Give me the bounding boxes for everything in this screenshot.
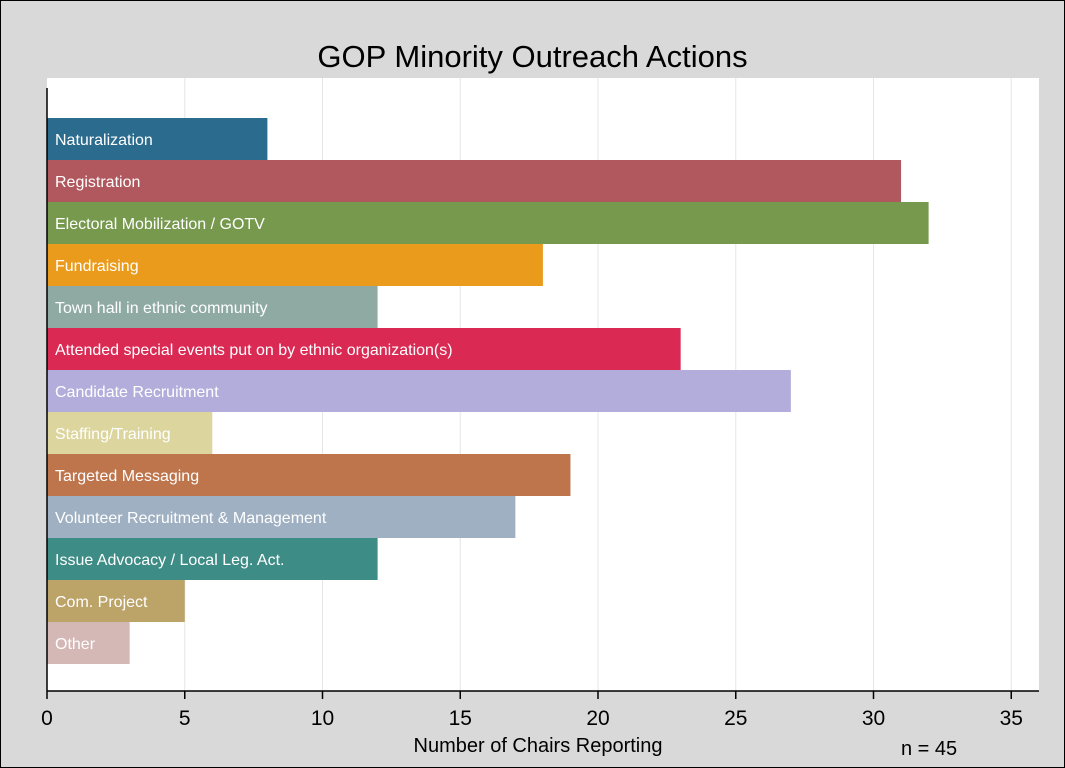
x-tick-label: 30	[862, 707, 885, 730]
x-tick-label: 0	[41, 707, 53, 730]
bar-label: Volunteer Recruitment & Management	[55, 510, 327, 527]
x-tick-label: 15	[449, 707, 472, 730]
bar	[47, 118, 268, 160]
bar	[47, 244, 543, 286]
bar	[47, 328, 681, 370]
bar	[47, 370, 791, 412]
x-tick-label: 10	[311, 707, 334, 730]
bar-label: Fundraising	[55, 258, 139, 275]
bar	[47, 622, 130, 664]
bar-label: Town hall in ethnic community	[55, 300, 268, 317]
bar-label: Electoral Mobilization / GOTV	[55, 216, 265, 233]
bar-label: Com. Project	[55, 594, 148, 611]
sample-size-note: n = 45	[901, 738, 958, 760]
bar-label: Staffing/Training	[55, 426, 171, 443]
bar-label: Naturalization	[55, 132, 153, 149]
bar-label: Registration	[55, 174, 140, 191]
bar-label: Targeted Messaging	[55, 468, 199, 485]
x-tick-label: 5	[179, 707, 191, 730]
bar-label: Candidate Recruitment	[55, 384, 219, 401]
bar-label: Attended special events put on by ethnic…	[55, 342, 453, 359]
bar	[47, 580, 185, 622]
bar	[47, 286, 378, 328]
bar	[47, 412, 213, 454]
bar	[47, 160, 902, 202]
bar-label: Issue Advocacy / Local Leg. Act.	[55, 552, 284, 569]
bar	[47, 496, 516, 538]
x-axis-label: Number of Chairs Reporting	[413, 735, 663, 757]
x-tick-label: 25	[724, 707, 747, 730]
x-tick-label: 35	[1000, 707, 1023, 730]
bar	[47, 538, 378, 580]
bar-label: Other	[55, 636, 96, 653]
bar	[47, 202, 929, 244]
x-tick-label: 20	[586, 707, 609, 730]
bar	[47, 454, 571, 496]
chart-title: GOP Minority Outreach Actions	[317, 39, 748, 74]
